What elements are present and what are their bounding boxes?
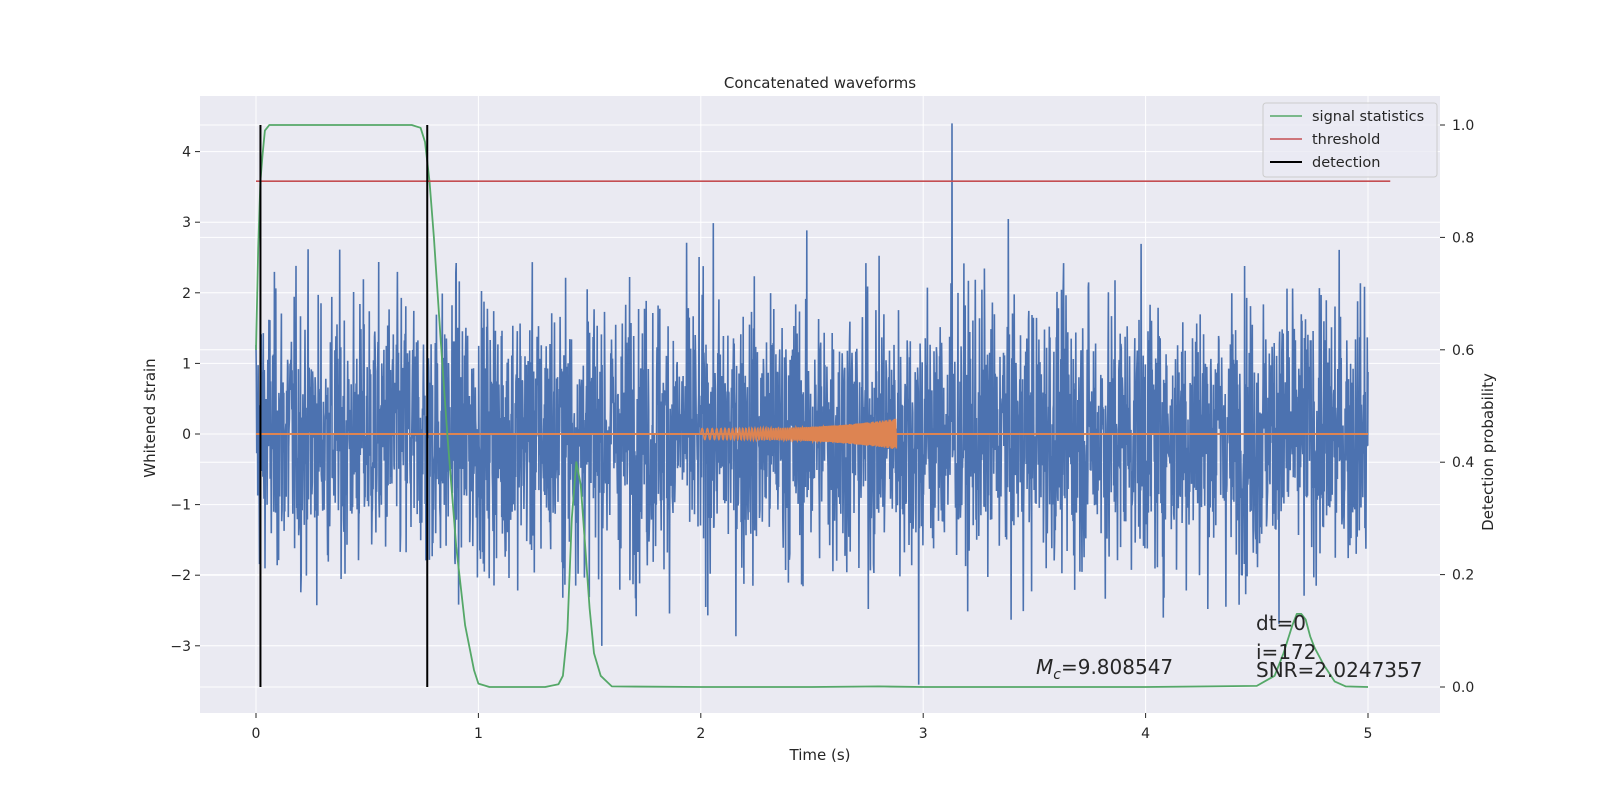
signal-statistics-line [255, 124, 1369, 688]
annotation-chirp-mass-symbol: M [1036, 655, 1053, 679]
legend-box [1262, 102, 1438, 178]
template-series [256, 418, 1368, 449]
annotation-chirp-mass-value: =9.808547 [1061, 655, 1173, 679]
legend-label-signal-statistics: signal statistics [1312, 109, 1424, 125]
y-right-tick-label: 0.2 [1452, 568, 1474, 584]
chart-title: Concatenated waveforms [724, 74, 916, 92]
legend: signal statistics threshold detection [1262, 102, 1438, 178]
annotation-dt: dt=0 [1256, 611, 1306, 635]
x-tick-label: 4 [1141, 726, 1150, 742]
y-tick-label: 4 [182, 145, 191, 161]
y-right-tick-label: 1.0 [1452, 118, 1474, 134]
annotation-chirp-mass: Mc=9.808547 [1036, 655, 1173, 683]
y-tick-label: 2 [182, 286, 191, 302]
y-tick-label: 0 [182, 427, 191, 443]
annotation-snr: SNR=2.0247357 [1256, 658, 1422, 682]
x-tick-label: 1 [474, 726, 483, 742]
signal-statistics-series [255, 124, 1391, 688]
y-tick-label: 1 [182, 356, 191, 372]
annotation-chirp-mass-subscript: c [1053, 667, 1061, 683]
annotation-i: i=172 [1256, 640, 1317, 664]
x-tick-label: 3 [919, 726, 928, 742]
y-tick-label: 3 [182, 215, 191, 231]
legend-label-detection: detection [1312, 155, 1380, 171]
y-axis-right-label: Detection probability [1479, 373, 1497, 531]
y-tick-label: −2 [170, 568, 191, 584]
legend-label-threshold: threshold [1312, 132, 1380, 148]
y-right-tick-label: 0.6 [1452, 343, 1474, 359]
y-right-tick-label: 0.8 [1452, 230, 1474, 246]
x-tick-label: 0 [252, 726, 261, 742]
x-tick-label: 5 [1364, 726, 1373, 742]
x-tick-label: 2 [696, 726, 705, 742]
x-axis-label: Time (s) [789, 746, 851, 764]
axes: 0 1 2 3 4 5 −3 −2 −1 0 1 2 3 4 0.0 0.2 0.4 0.6 0.8 1.0 [170, 118, 1474, 742]
y-axis-label: Whitened strain [141, 358, 159, 477]
y-right-tick-label: 0.0 [1452, 680, 1474, 696]
y-tick-label: −1 [170, 498, 191, 514]
template-chirp [700, 418, 898, 449]
y-right-tick-label: 0.4 [1452, 455, 1474, 471]
y-tick-label: −3 [170, 639, 191, 655]
